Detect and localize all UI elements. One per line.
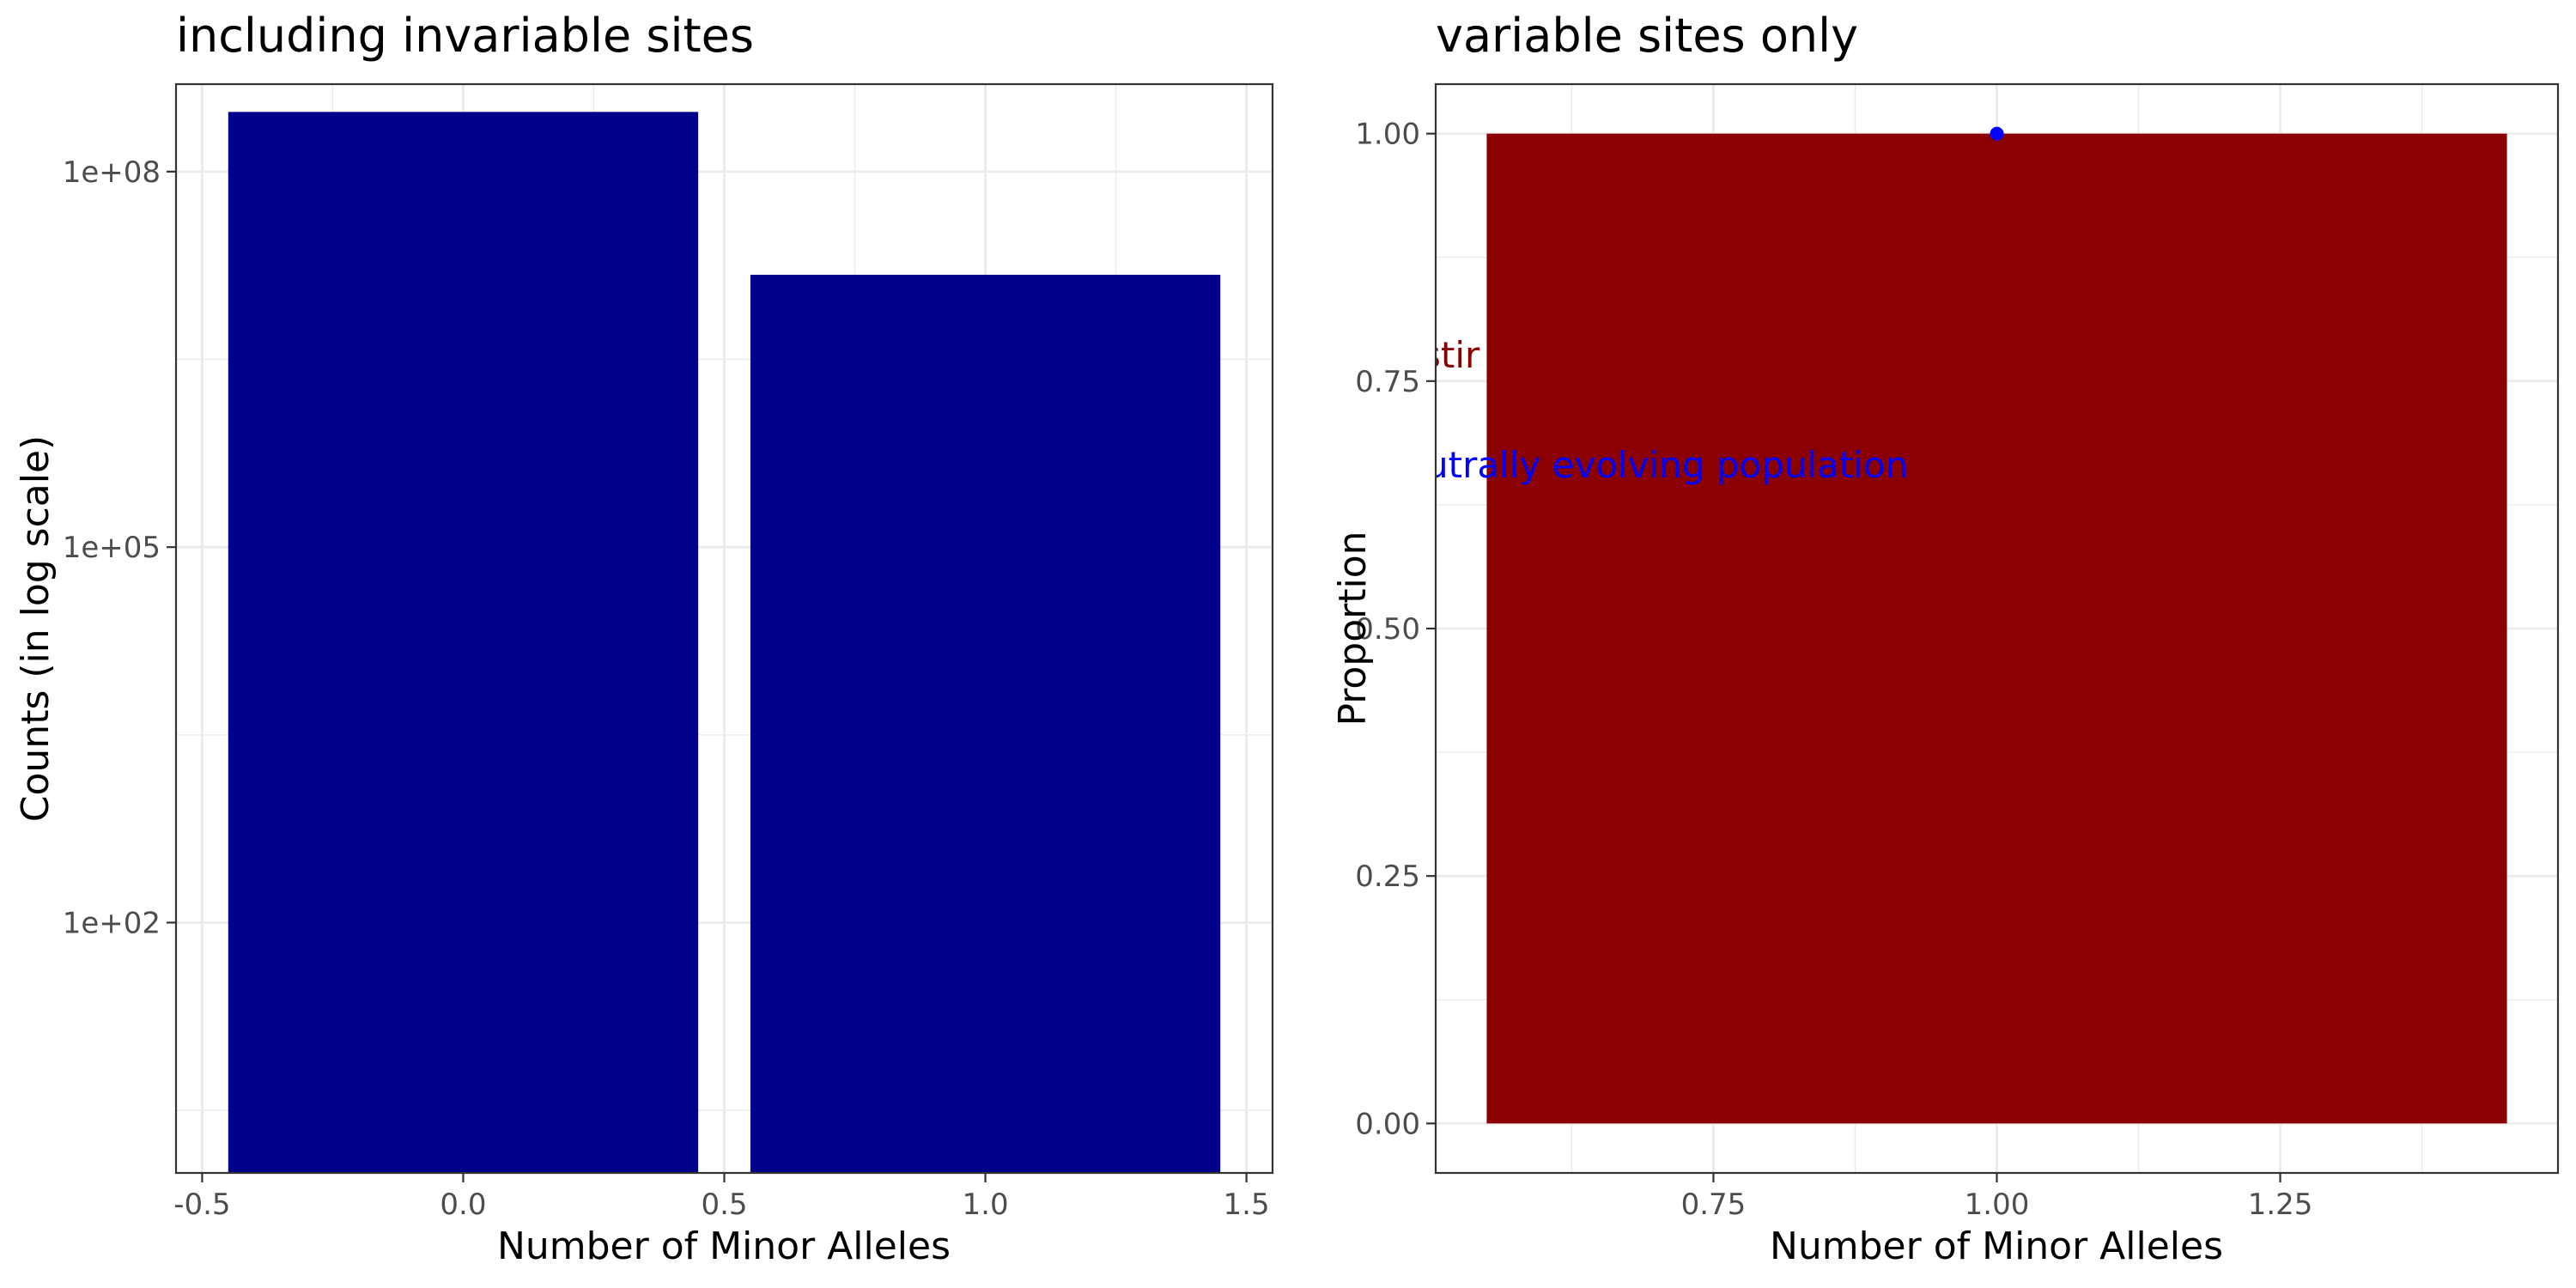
bars: [1486, 133, 2507, 1124]
x-tick-label: 0.0: [440, 1188, 486, 1222]
x-tick-label: 1.0: [963, 1188, 1009, 1222]
x-axis-title: Number of Minor Alleles: [497, 1224, 951, 1268]
annotation-blue: utrally evolving population: [1425, 444, 1908, 486]
y-tick-label: 1e+05: [63, 531, 161, 565]
data-point: [1990, 126, 2004, 141]
points: [1990, 126, 2004, 141]
panel-including-invariable-sites: -0.5 0.0 0.5 1.0 1.5 1e+02 1e+05 1e+08 includin…: [14, 9, 1274, 1268]
y-axis-title: Counts (in log scale): [14, 435, 58, 822]
annotations: stir utrally evolving population: [1422, 334, 1908, 486]
y-tick-label: 0.00: [1355, 1107, 1420, 1141]
x-axis-title: Number of Minor Alleles: [1770, 1224, 2223, 1268]
x-tick-label: 1.00: [1965, 1188, 2030, 1222]
axis-ticks: -0.5 0.0 0.5 1.0 1.5 1e+02 1e+05 1e+08: [63, 155, 1270, 1222]
y-tick-label: 0.75: [1355, 365, 1420, 399]
x-tick-label: 0.75: [1681, 1188, 1747, 1222]
panel-title: including invariable sites: [176, 9, 754, 63]
y-tick-label: 0.50: [1355, 612, 1420, 647]
y-axis-title: Proportion: [1331, 531, 1375, 726]
x-tick-label: -0.5: [173, 1188, 230, 1222]
annotation-red: stir: [1422, 334, 1480, 376]
axis-ticks: 0.75 1.00 1.25 0.00 0.25 0.50 0.75 1.00: [1355, 118, 2312, 1222]
panel-title: variable sites only: [1436, 9, 1858, 63]
x-tick-label: 1.25: [2248, 1188, 2313, 1222]
panel-variable-sites-only: stir utrally evolving population 0.75 1.0…: [1331, 9, 2560, 1268]
y-tick-label: 0.25: [1355, 860, 1420, 894]
y-tick-label: 1e+08: [63, 155, 161, 190]
bar-0: [228, 112, 699, 1173]
bar-1: [750, 274, 1221, 1173]
bar-1: [1486, 133, 2507, 1124]
x-tick-label: 0.5: [701, 1188, 747, 1222]
y-tick-label: 1e+02: [63, 906, 161, 940]
y-tick-label: 1.00: [1355, 118, 1420, 152]
x-tick-label: 1.5: [1224, 1188, 1270, 1222]
bars: [228, 112, 1221, 1173]
